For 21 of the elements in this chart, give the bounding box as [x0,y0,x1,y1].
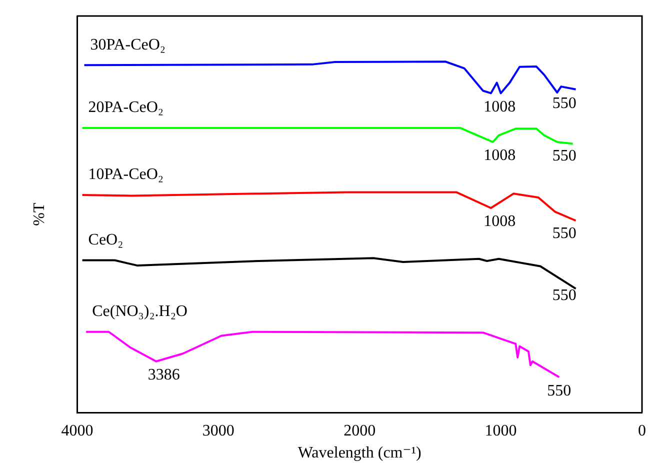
x-axis-title: Wavelength (cm⁻¹) [298,444,422,462]
annotation: 550 [552,94,576,112]
y-axis-title: %T [30,202,48,226]
x-tick-label: 2000 [344,422,376,440]
annotation: 1008 [484,147,516,164]
annotation: 1008 [484,98,516,116]
annotation: 550 [547,382,572,400]
annotation: 550 [552,148,576,165]
x-tick-label: 0 [638,422,646,440]
series-label: 10PA-CeO₂ [88,166,164,184]
x-tick-label: 3000 [202,422,234,440]
annotation: 550 [552,224,576,242]
x-tick-label: 1000 [484,422,517,440]
x-tick-label: 4000 [61,422,94,440]
series-label: Ce(NO₃)₂.H₂O [92,303,188,320]
series-label: 20PA-CeO₂ [88,99,164,116]
annotation: 1008 [484,213,516,230]
series-label: CeO₂ [88,231,124,248]
annotation: 550 [552,286,576,304]
annotation: 3386 [148,366,180,384]
series-label: 30PA-CeO₂ [90,36,166,54]
